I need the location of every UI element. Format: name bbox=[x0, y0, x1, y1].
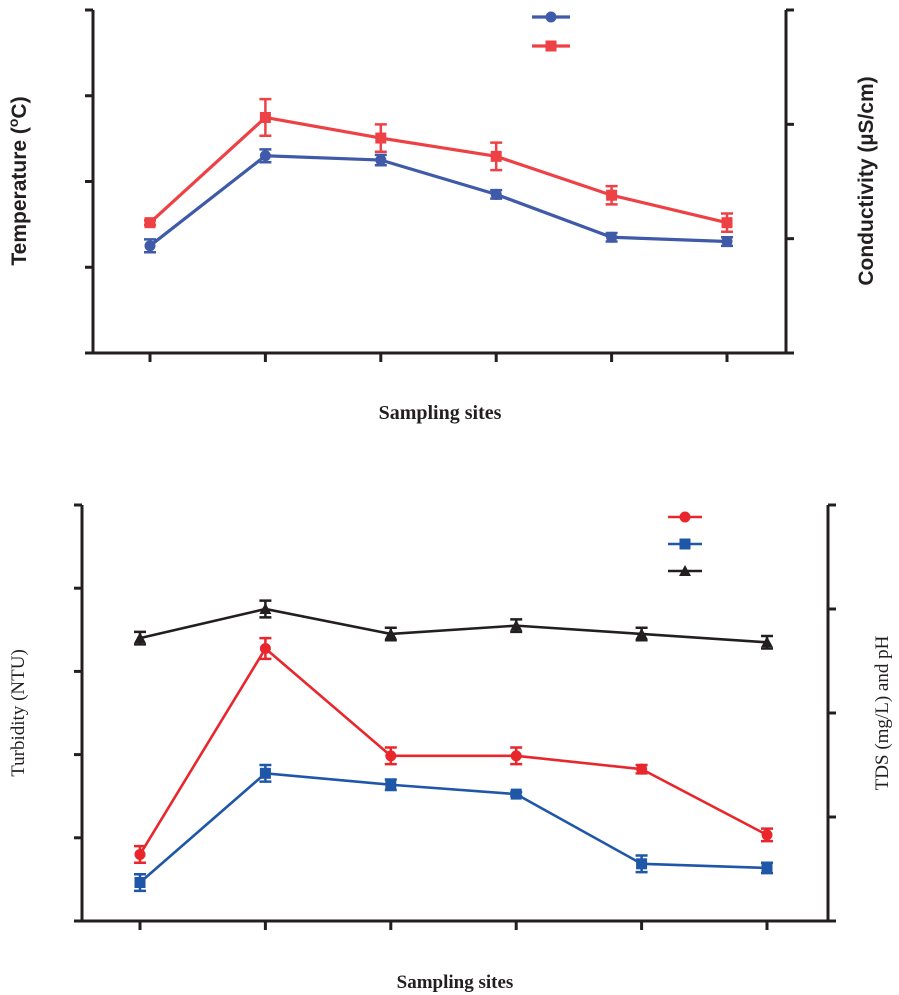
chart-temperature-conductivity: Sampling sites Temperature (oC) Conducti… bbox=[5, 8, 878, 424]
series-line-tds bbox=[139, 771, 768, 884]
data-point-conductivity bbox=[490, 150, 502, 162]
y-axis-label: Turbidity (NTU) bbox=[8, 649, 29, 777]
series-tds bbox=[134, 763, 773, 893]
data-point-tds bbox=[636, 858, 648, 870]
data-point-temperature bbox=[606, 231, 618, 243]
data-point-turbidity bbox=[259, 643, 271, 655]
data-point-conductivity bbox=[375, 132, 387, 144]
legend-item-ph bbox=[668, 565, 702, 576]
legend-item-conductivity bbox=[532, 40, 570, 52]
series-line-conductivity bbox=[148, 115, 728, 225]
data-point-ph bbox=[510, 619, 523, 631]
data-point-conductivity bbox=[259, 111, 271, 123]
legend-item-temperature bbox=[532, 11, 570, 23]
legend-marker-conductivity bbox=[545, 40, 557, 52]
data-point-conductivity bbox=[144, 217, 156, 229]
legend-item-turbidity bbox=[668, 511, 702, 523]
series-temperature bbox=[144, 148, 733, 254]
data-point-ph bbox=[635, 627, 648, 639]
data-point-ph bbox=[761, 636, 773, 648]
data-point-temperature bbox=[721, 236, 733, 248]
x-axis-label: Sampling sites bbox=[397, 972, 514, 993]
series-ph bbox=[134, 599, 773, 650]
data-point-tds bbox=[761, 862, 773, 874]
legend-marker-tds bbox=[679, 538, 691, 550]
data-point-turbidity bbox=[761, 829, 773, 841]
series-line-temperature bbox=[149, 154, 728, 248]
chart-turbidity-tds-ph: Sampling sites Turbidity (NTU) TDS (mg/L… bbox=[8, 503, 893, 993]
data-point-temperature bbox=[375, 154, 387, 166]
legend-marker-ph bbox=[679, 565, 691, 576]
data-point-ph bbox=[384, 627, 397, 639]
data-point-turbidity bbox=[134, 848, 146, 860]
data-point-tds bbox=[259, 767, 271, 779]
y2-axis-label: TDS (mg/L) and pH bbox=[872, 635, 893, 790]
data-point-turbidity bbox=[636, 763, 648, 775]
data-point-tds bbox=[385, 779, 397, 791]
data-point-ph bbox=[134, 632, 146, 644]
data-point-turbidity bbox=[510, 750, 522, 762]
data-point-conductivity bbox=[721, 217, 733, 229]
y-axis-label: Temperature (oC) bbox=[5, 96, 31, 265]
data-point-temperature bbox=[490, 188, 502, 200]
data-point-ph bbox=[259, 603, 272, 614]
data-point-temperature bbox=[259, 150, 271, 162]
series-line-turbidity bbox=[138, 646, 768, 856]
data-point-temperature bbox=[144, 240, 156, 252]
data-point-conductivity bbox=[606, 189, 618, 201]
data-point-tds bbox=[510, 788, 522, 800]
series-conductivity bbox=[144, 97, 733, 234]
series-turbidity bbox=[134, 636, 773, 865]
y2-axis-label: Conductivity (µS/cm) bbox=[855, 76, 878, 285]
legend-marker-turbidity bbox=[679, 511, 691, 523]
legend-marker-temperature bbox=[545, 11, 557, 23]
data-point-tds bbox=[134, 877, 146, 889]
legend-item-tds bbox=[668, 538, 702, 550]
x-axis-label: Sampling sites bbox=[379, 402, 502, 424]
data-point-turbidity bbox=[385, 750, 397, 762]
series-line-ph bbox=[139, 607, 768, 644]
